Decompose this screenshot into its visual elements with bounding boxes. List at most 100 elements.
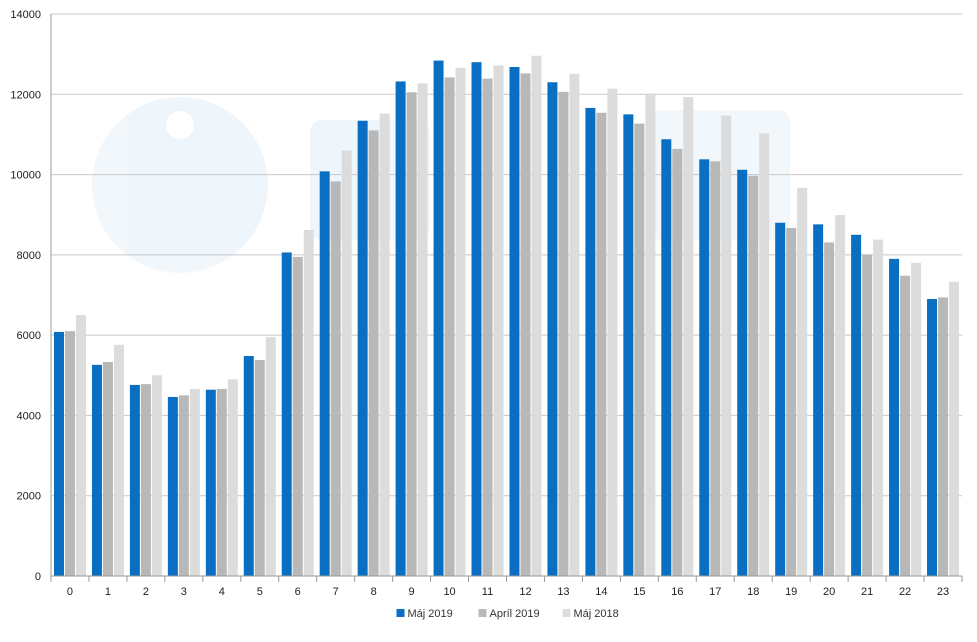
bar [455,67,466,576]
x-tick-label: 16 [671,586,683,598]
bar [683,97,694,577]
y-tick-label: 0 [35,571,41,583]
bar [129,384,140,576]
bar [813,224,824,576]
bar [927,299,938,576]
bar [835,215,846,576]
x-tick-label: 23 [937,586,949,598]
x-tick-label: 22 [899,586,911,598]
bar [167,396,178,576]
bar [395,81,406,576]
bar [889,258,900,576]
bar [531,55,542,576]
bar [178,395,189,576]
x-tick-label: 20 [823,586,835,598]
legend-label: Máj 2019 [408,608,453,620]
x-tick-label: 10 [443,586,455,598]
bar [949,281,960,576]
bar [900,275,911,576]
bar [281,252,292,576]
bar [569,73,580,576]
bar [797,187,808,576]
bar [911,262,922,576]
x-tick-label: 4 [219,586,225,598]
bar [520,73,531,576]
y-tick-label: 14000 [10,9,41,21]
bar [558,91,569,577]
bar [873,239,884,577]
bar [303,229,314,576]
bar [406,92,417,577]
bar [775,222,786,576]
bar [357,120,368,576]
bar [721,115,732,576]
bar [151,375,162,576]
bar [482,78,493,576]
bar [471,62,482,576]
bar [547,82,558,576]
x-tick-label: 0 [67,586,73,598]
bar [292,256,303,576]
bar [113,344,124,576]
x-tick-label: 19 [785,586,797,598]
x-tick-label: 12 [519,586,531,598]
x-tick-label: 3 [181,586,187,598]
y-tick-label: 2000 [17,491,41,503]
bar [661,139,672,576]
bar [645,95,656,577]
bar [189,388,200,576]
bar [509,66,520,576]
bar [91,364,102,576]
bar [75,315,86,576]
bar [53,331,64,576]
bar [759,133,770,576]
y-tick-label: 12000 [10,89,41,101]
legend-swatch [478,609,487,617]
x-tick-label: 15 [633,586,645,598]
bar [737,169,748,577]
bar [341,150,352,576]
x-tick-label: 8 [371,586,377,598]
x-tick-label: 1 [105,586,111,598]
x-tick-label: 13 [557,586,569,598]
watermark-dot [166,111,194,139]
legend-label: Máj 2018 [574,608,619,620]
bar [862,254,873,576]
bar [710,161,721,576]
x-tick-label: 14 [595,586,607,598]
legend-swatch [562,609,571,617]
x-tick-label: 11 [482,586,493,598]
watermark-circle [92,97,268,273]
bar [227,379,238,576]
bar [417,83,428,576]
bar [699,159,710,576]
bar [64,331,75,576]
bar [444,77,455,576]
bar [607,88,618,576]
x-tick-label: 9 [409,586,415,598]
legend-label: Apríl 2019 [490,608,540,620]
y-tick-label: 6000 [17,330,41,342]
bar [623,114,634,576]
bar [265,337,276,576]
x-tick-label: 17 [709,586,721,598]
bar [851,234,862,577]
legend: Máj 2019 Apríl 2019 Máj 2018 [396,608,619,620]
bar [216,388,227,576]
x-tick-label: 21 [861,586,873,598]
bar [585,107,596,576]
bar [938,297,949,576]
bar [493,65,504,576]
x-tick-label: 2 [143,586,149,598]
bar [330,181,341,576]
bar [596,112,607,576]
bar [368,130,379,576]
y-tick-label: 8000 [17,250,41,262]
bar [433,60,444,576]
bar [672,148,683,576]
bar [824,242,835,577]
x-tick-label: 7 [333,586,339,598]
